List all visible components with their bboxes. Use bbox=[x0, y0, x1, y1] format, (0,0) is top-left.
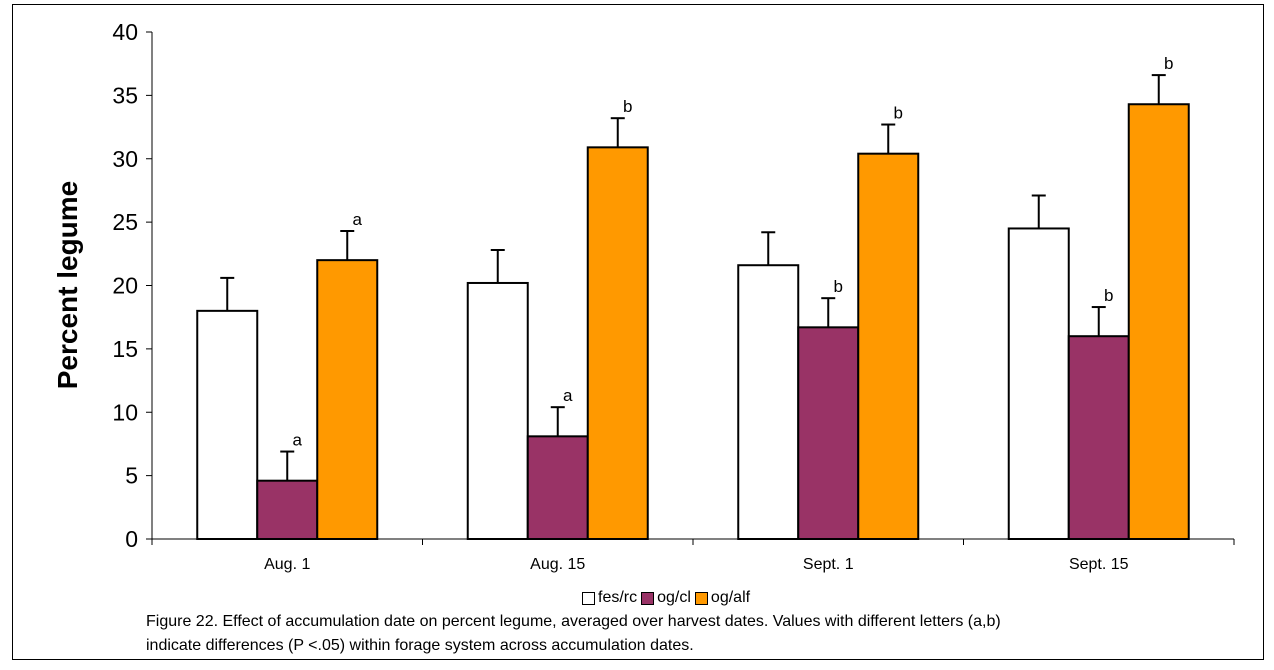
bar-fes-rc bbox=[196, 309, 259, 540]
legend-item: fes/rc bbox=[582, 589, 637, 607]
bar-og-cl bbox=[797, 326, 860, 541]
bar-og-cl bbox=[256, 479, 319, 541]
legend-swatch bbox=[582, 591, 595, 605]
legend-item: og/cl bbox=[641, 589, 691, 607]
chart-legend: fes/rc og/cl og/alf bbox=[582, 588, 754, 608]
legend-item: og/alf bbox=[694, 589, 751, 607]
x-category-label: Sept. 15 bbox=[1069, 556, 1129, 573]
y-tick-label: 0 bbox=[125, 526, 138, 552]
significance-label: b bbox=[623, 97, 632, 116]
significance-label: a bbox=[293, 431, 303, 450]
legend-swatch bbox=[694, 591, 708, 605]
legend-label: fes/rc bbox=[598, 589, 638, 606]
y-tick-label: 25 bbox=[112, 209, 138, 235]
bar-og-cl bbox=[526, 435, 589, 540]
significance-label: b bbox=[1104, 286, 1113, 305]
legend-label: og/alf bbox=[710, 589, 751, 606]
x-category-label: Aug. 1 bbox=[264, 556, 310, 573]
y-tick-label: 5 bbox=[125, 463, 138, 489]
x-category-label: Aug. 15 bbox=[530, 556, 585, 573]
bar-og-cl bbox=[1067, 335, 1130, 541]
significance-label: b bbox=[1164, 54, 1173, 73]
significance-label: b bbox=[894, 104, 903, 123]
bar-og-alf bbox=[586, 146, 649, 540]
y-tick-label: 30 bbox=[112, 146, 138, 172]
chart-bars: a a a b b b b b bbox=[196, 54, 1190, 541]
y-tick-label: 10 bbox=[112, 399, 138, 425]
bar-og-alf bbox=[1127, 103, 1190, 540]
significance-label: a bbox=[563, 386, 573, 405]
y-tick-label: 20 bbox=[112, 273, 138, 299]
bar-og-alf bbox=[316, 259, 379, 540]
y-tick-label: 35 bbox=[112, 82, 138, 108]
legend-label: og/cl bbox=[657, 589, 691, 606]
y-tick-label: 15 bbox=[112, 336, 138, 362]
bar-fes-rc bbox=[737, 264, 800, 540]
bar-fes-rc bbox=[1007, 227, 1070, 540]
y-axis-label: Percent legume bbox=[52, 181, 83, 390]
significance-label: a bbox=[353, 210, 363, 229]
bar-fes-rc bbox=[466, 281, 529, 540]
y-tick-label: 40 bbox=[112, 19, 138, 45]
legend-swatch bbox=[641, 591, 655, 605]
chart-tick-labels: 0 5 10 15 20 25 30 35 40 Aug. 1 Aug. 15 Sept. 1 Sept… bbox=[112, 19, 1128, 573]
x-category-label: Sept. 1 bbox=[803, 556, 854, 573]
significance-label: b bbox=[834, 277, 843, 296]
figure-caption: Figure 22. Effect of accumulation date o… bbox=[146, 613, 1001, 654]
bar-og-alf bbox=[857, 152, 920, 540]
